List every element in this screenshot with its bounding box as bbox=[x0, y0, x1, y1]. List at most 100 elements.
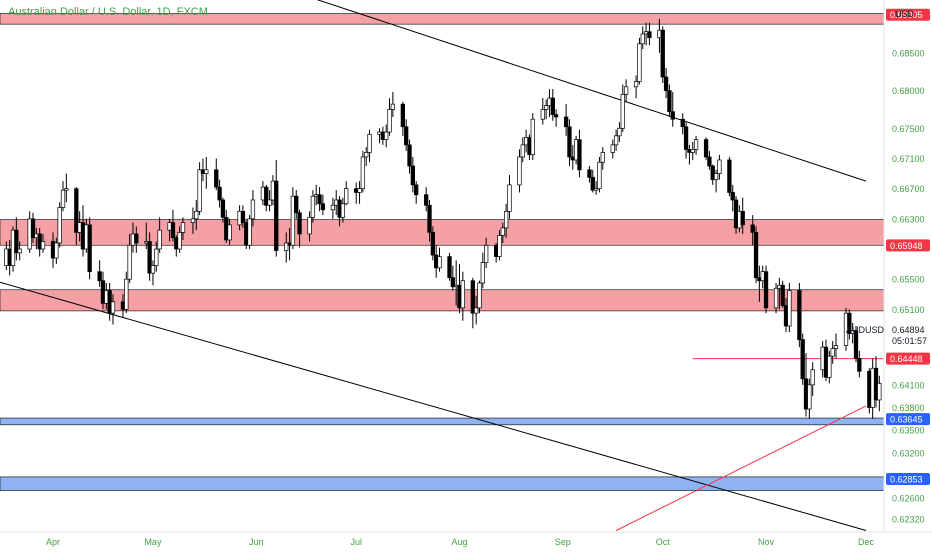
candle bbox=[150, 260, 156, 286]
candle-body bbox=[110, 301, 116, 314]
candle bbox=[97, 260, 102, 287]
candle bbox=[60, 181, 66, 212]
candle bbox=[507, 175, 512, 219]
candle bbox=[134, 226, 139, 253]
candle bbox=[430, 226, 435, 261]
candle bbox=[384, 124, 389, 148]
x-tick-label: Jun bbox=[249, 537, 264, 547]
candle bbox=[170, 209, 176, 242]
candle-body bbox=[667, 90, 672, 113]
candle-body bbox=[474, 307, 479, 314]
candle-body bbox=[480, 262, 485, 284]
candle bbox=[194, 199, 199, 231]
candle bbox=[593, 181, 599, 195]
candle-body bbox=[214, 169, 219, 188]
y-tick-label: 0.62320 bbox=[892, 515, 925, 525]
candle-body bbox=[787, 290, 792, 327]
currency-label[interactable]: USD bbox=[894, 9, 914, 19]
candle-body bbox=[297, 212, 302, 235]
candle-body bbox=[450, 277, 455, 288]
candle bbox=[297, 209, 302, 248]
current-price-label: 0.64894 bbox=[892, 325, 925, 335]
candle-body bbox=[14, 229, 19, 254]
candle-body bbox=[250, 199, 256, 220]
candle-body bbox=[197, 169, 202, 212]
candle-body bbox=[134, 233, 139, 244]
candle bbox=[600, 147, 605, 170]
price-badge: 0.62853 bbox=[886, 472, 930, 485]
candle bbox=[763, 265, 769, 314]
candle-body bbox=[97, 271, 102, 282]
candle bbox=[87, 217, 92, 280]
candle bbox=[54, 237, 59, 265]
candle-body bbox=[157, 229, 162, 250]
price-badge-label: 0.62853 bbox=[890, 474, 923, 484]
candle bbox=[177, 226, 182, 253]
candle bbox=[530, 113, 535, 160]
trend-line-resistance bbox=[316, 0, 867, 182]
candle-body bbox=[227, 224, 232, 241]
price-badge-label: 0.64448 bbox=[890, 354, 923, 364]
candle-body bbox=[540, 109, 545, 120]
candle bbox=[400, 101, 406, 136]
candle bbox=[247, 215, 252, 250]
candle bbox=[470, 277, 475, 329]
candle-body bbox=[830, 348, 835, 357]
candle-body bbox=[170, 222, 176, 239]
candle-body bbox=[447, 256, 452, 279]
candle-body bbox=[150, 265, 156, 274]
price-badge-bg bbox=[886, 413, 930, 426]
candle-body bbox=[367, 133, 372, 153]
candle-body bbox=[613, 135, 619, 146]
candle bbox=[693, 135, 699, 155]
candle-body bbox=[124, 278, 129, 310]
candle bbox=[290, 187, 296, 250]
candle bbox=[424, 187, 429, 212]
candle-body bbox=[460, 280, 465, 309]
candle bbox=[357, 181, 362, 204]
candle-body bbox=[430, 232, 435, 256]
price-badge: 0.63645 bbox=[886, 413, 930, 426]
candle bbox=[264, 184, 269, 212]
candle bbox=[284, 232, 289, 263]
candle bbox=[294, 190, 299, 219]
candle-body bbox=[800, 339, 805, 380]
candle bbox=[857, 350, 862, 378]
price-badge: 0.64448 bbox=[886, 352, 930, 365]
candle bbox=[344, 181, 349, 206]
candle bbox=[590, 169, 595, 193]
y-tick-label: 0.65100 bbox=[892, 305, 925, 315]
candle-body bbox=[190, 218, 196, 223]
candle bbox=[227, 218, 232, 246]
candle-body bbox=[563, 116, 569, 128]
price-badge-label: 0.65948 bbox=[890, 241, 923, 251]
candle bbox=[617, 122, 622, 142]
candle bbox=[717, 154, 722, 180]
candle-body bbox=[217, 186, 222, 201]
candle bbox=[360, 150, 366, 193]
y-tick-label: 0.67500 bbox=[892, 124, 925, 134]
candle bbox=[367, 129, 372, 163]
candle bbox=[670, 92, 675, 127]
candle-body bbox=[87, 224, 92, 273]
y-tick-label: 0.68000 bbox=[892, 86, 925, 96]
candle bbox=[197, 162, 202, 216]
candle-body bbox=[410, 165, 416, 186]
candle-body bbox=[877, 382, 882, 401]
candle-body bbox=[267, 199, 272, 206]
candle-body bbox=[587, 169, 592, 178]
x-tick-label: Aug bbox=[451, 537, 467, 547]
candle bbox=[17, 241, 22, 261]
candle bbox=[707, 150, 712, 170]
candle bbox=[667, 84, 672, 117]
candle-body bbox=[220, 199, 226, 218]
candle-body bbox=[833, 345, 839, 349]
candle-body bbox=[427, 204, 432, 233]
candle-body bbox=[424, 194, 429, 206]
chart-title: Australian Dollar / U.S. Dollar, 1D, FXC… bbox=[8, 6, 208, 18]
candle bbox=[633, 75, 639, 99]
candle-body bbox=[597, 161, 602, 190]
candle bbox=[404, 119, 409, 151]
